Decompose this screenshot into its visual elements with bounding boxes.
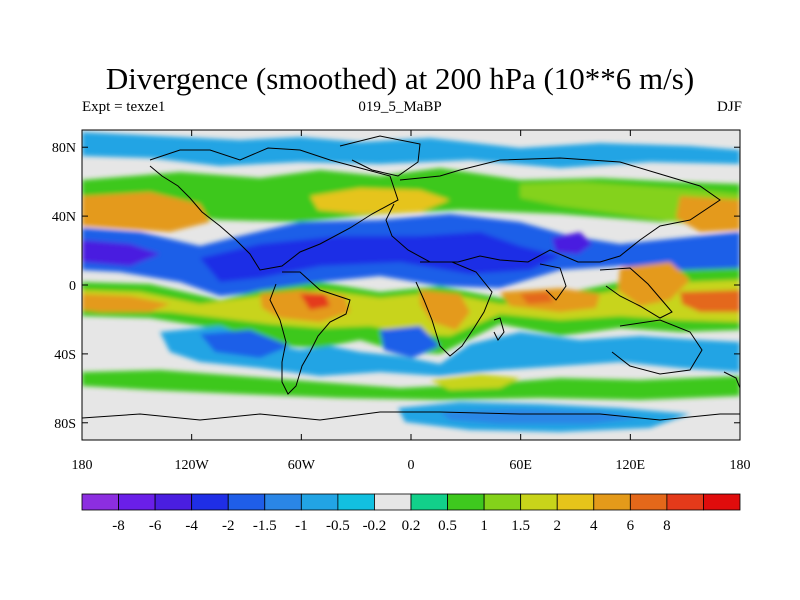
field-sh-atlantic-blue-core xyxy=(380,326,440,358)
field-pacific-west-core xyxy=(82,240,160,266)
field-tibet-core xyxy=(552,232,592,254)
field-north-atlantic-orange xyxy=(310,188,450,214)
field-south-america-orange xyxy=(260,290,350,322)
colorbar-label: 8 xyxy=(663,518,671,534)
experiment-label: Expt = texze1 xyxy=(82,99,166,115)
colorbar-label: 0.2 xyxy=(402,518,421,534)
colorbar-label: 4 xyxy=(590,518,598,534)
colorbar-swatch xyxy=(227,493,266,511)
colorbar-label: 0.5 xyxy=(438,518,457,534)
field-sh-midlat-yellow xyxy=(430,374,520,390)
field-tropical-yellow xyxy=(82,280,740,336)
coastline-greenland xyxy=(339,135,421,177)
coastline-india xyxy=(539,263,567,301)
field-east-pacific-orange xyxy=(676,196,740,232)
colorbar-swatch xyxy=(703,493,741,511)
colorbar-label: -6 xyxy=(149,518,162,534)
coastline-new-zealand xyxy=(723,371,740,389)
coastline-south-america xyxy=(269,271,351,395)
colorbar-swatch xyxy=(300,493,339,511)
colorbar-label: -8 xyxy=(112,518,125,534)
colorbar-swatch xyxy=(520,493,558,511)
colorbar-swatch xyxy=(593,493,631,511)
colorbar-swatch xyxy=(81,493,119,511)
field-layer xyxy=(82,130,740,440)
x-axis: 180 120W 60W 0 60E 120E 180 xyxy=(72,130,751,473)
colorbar-swatch xyxy=(191,493,229,511)
field-south-america-red xyxy=(300,294,330,310)
run-label: 019_5_MaBP xyxy=(358,99,442,115)
x-tick-label: 0 xyxy=(408,458,415,473)
colorbar-label: 1 xyxy=(480,518,488,534)
chart-title: Divergence (smoothed) at 200 hPa (10**6 … xyxy=(105,61,695,96)
x-tick-label: 60W xyxy=(288,458,316,473)
colorbar-label: 6 xyxy=(627,518,635,534)
colorbar-label: -2 xyxy=(222,518,235,534)
colorbar-swatch xyxy=(118,493,156,511)
field-sh-subtropical-blue xyxy=(160,326,740,376)
x-tick-label: 180 xyxy=(72,458,93,473)
field-indian-red xyxy=(520,292,554,304)
coastline-north-america xyxy=(149,147,399,271)
y-tick-label: 80S xyxy=(54,417,76,432)
coastline-madagascar xyxy=(493,317,505,341)
colorbar-swatch xyxy=(447,493,485,511)
colorbar-swatch xyxy=(337,493,375,511)
field-north-pacific-orange xyxy=(82,192,210,232)
colorbar: -8 -6 -4 -2 -1.5 -1 -0.5 -0.2 0.2 0.5 1 1.5 2 4 6 8 xyxy=(81,493,741,534)
field-fills xyxy=(82,132,740,432)
colorbar-swatch xyxy=(264,493,302,511)
colorbar-label: -1.5 xyxy=(253,518,277,534)
x-tick-label: 180 xyxy=(730,458,751,473)
colorbar-label: -4 xyxy=(185,518,198,534)
x-tick-label: 120W xyxy=(175,458,210,473)
x-tick-label: 60E xyxy=(509,458,532,473)
coastline-antarctica xyxy=(82,411,740,421)
season-label: DJF xyxy=(716,99,742,115)
colorbar-swatch xyxy=(483,493,522,511)
colorbar-swatch xyxy=(666,493,704,511)
colorbar-swatch xyxy=(154,493,193,511)
colorbar-label: 1.5 xyxy=(511,518,530,534)
colorbar-swatch xyxy=(556,493,595,511)
y-tick-label: 40S xyxy=(54,348,76,363)
x-tick-label: 120E xyxy=(616,458,646,473)
y-tick-label: 0 xyxy=(69,279,76,294)
colorbar-label: -0.2 xyxy=(363,518,387,534)
colorbar-label: -0.5 xyxy=(326,518,350,534)
field-sh-pacific-blue-core xyxy=(200,330,290,358)
colorbar-swatch xyxy=(629,493,668,511)
colorbar-label: -1 xyxy=(295,518,308,534)
field-central-pacific-orange xyxy=(82,294,170,312)
colorbar-swatch xyxy=(374,493,412,511)
field-sh-midlat-green xyxy=(82,370,740,400)
y-axis: 80N 40N 0 40S 80S xyxy=(52,141,740,432)
field-west-pacific-red xyxy=(680,290,740,312)
coastline-australia xyxy=(611,319,703,375)
colorbar-swatch xyxy=(410,493,448,511)
coastlines xyxy=(82,135,740,421)
coastline-africa xyxy=(415,261,493,357)
coastline-southeast-asia xyxy=(599,267,673,319)
y-tick-label: 40N xyxy=(52,210,76,225)
y-tick-label: 80N xyxy=(52,141,76,156)
colorbar-label: 2 xyxy=(553,518,561,534)
